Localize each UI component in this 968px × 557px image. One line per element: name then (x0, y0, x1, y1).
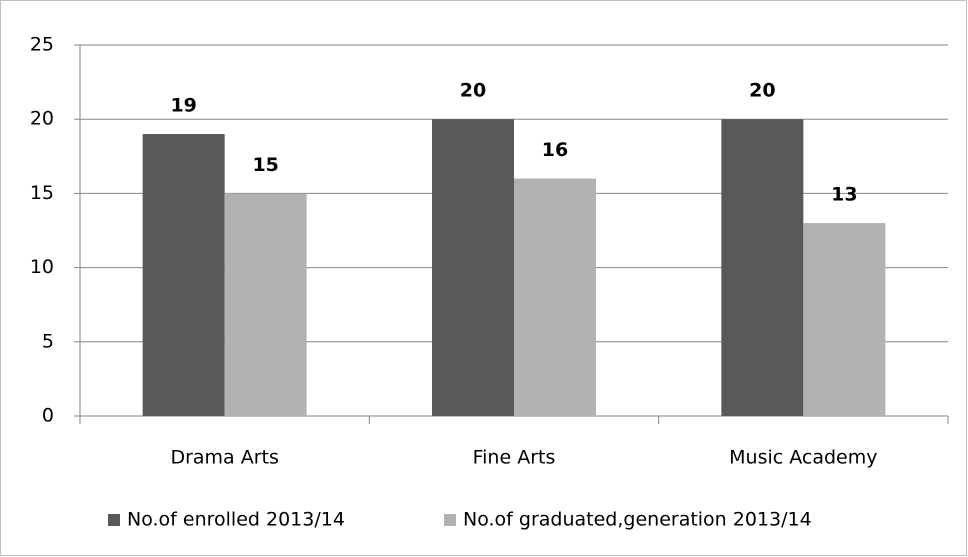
y-tick-label: 5 (42, 330, 54, 352)
value-label: 13 (831, 184, 857, 206)
y-tick-label: 20 (30, 108, 54, 130)
y-tick-label: 10 (30, 256, 54, 278)
value-label: 20 (460, 80, 486, 102)
bar (432, 119, 514, 416)
y-tick-label: 0 (42, 405, 54, 427)
legend-label: No.of enrolled 2013/14 (127, 509, 345, 531)
legend-swatch (108, 514, 120, 526)
bar (224, 193, 307, 416)
value-label: 16 (542, 139, 568, 161)
y-tick-label: 25 (30, 34, 54, 56)
value-label: 20 (749, 80, 775, 102)
bar (721, 119, 804, 416)
x-tick-label: Music Academy (729, 447, 877, 469)
x-tick-label: Drama Arts (170, 447, 278, 469)
legend-swatch (444, 514, 456, 526)
value-label: 19 (170, 95, 196, 117)
y-tick-label: 15 (30, 182, 54, 204)
value-label: 15 (252, 154, 278, 176)
bar (803, 223, 886, 416)
bar (142, 134, 225, 417)
legend-label: No.of graduated,generation 2013/14 (463, 509, 812, 531)
x-tick-label: Fine Arts (473, 447, 556, 469)
bar (514, 178, 596, 416)
